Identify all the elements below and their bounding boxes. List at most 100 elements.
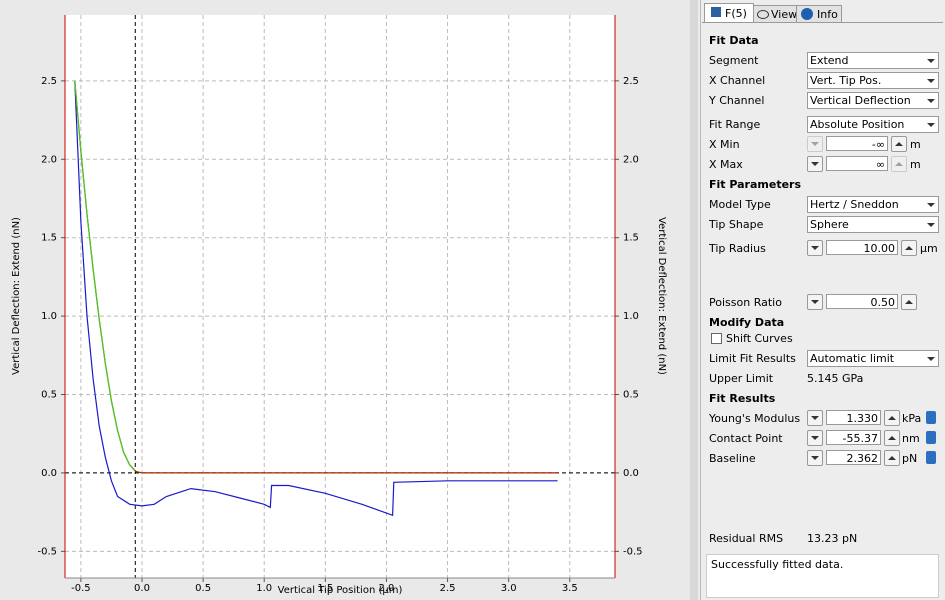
tab[interactable]: F(5) — [704, 3, 754, 23]
combo[interactable]: Vertical Deflection — [807, 92, 939, 109]
label: X Min — [709, 138, 740, 151]
combo[interactable]: Sphere — [807, 216, 939, 233]
chart: Vertical Tip Position (µm) Vertical Defl… — [11, 15, 667, 596]
field[interactable]: ∞ — [826, 156, 888, 171]
section-title: Fit Data — [709, 34, 759, 47]
field[interactable]: 1.330 — [826, 410, 881, 425]
y2-tick-label: 0.5 — [623, 390, 639, 401]
tab[interactable]: View — [753, 5, 797, 23]
tab-label: View — [771, 8, 798, 21]
status-text: Successfully fitted data. — [711, 558, 844, 571]
y-tick-label: 1.0 — [41, 311, 57, 322]
y2-tick-label: 1.5 — [623, 233, 639, 244]
spin-up[interactable] — [901, 294, 917, 310]
tab-border — [702, 22, 943, 23]
spin-up[interactable] — [884, 410, 900, 426]
spin-down[interactable] — [807, 136, 823, 152]
y-tick-label: 2.5 — [41, 76, 57, 87]
y-axis-title: Vertical Deflection: Extend (nN) — [11, 217, 22, 375]
label: Baseline — [709, 452, 756, 465]
x-tick-label: -0.5 — [71, 583, 91, 594]
tab-label: Info — [817, 8, 838, 21]
section-title: Modify Data — [709, 316, 785, 329]
label: Contact Point — [709, 432, 783, 445]
value: 5.145 GPa — [807, 372, 864, 385]
checkbox-label[interactable]: Shift Curves — [726, 332, 793, 345]
label: X Channel — [709, 74, 766, 87]
status-box: Successfully fitted data. — [706, 554, 939, 598]
section-title: Fit Parameters — [709, 178, 802, 191]
label: Limit Fit Results — [709, 352, 796, 365]
label: X Max — [709, 158, 743, 171]
label: Upper Limit — [709, 372, 774, 385]
y2-tick-label: 1.0 — [623, 311, 639, 322]
label: Y Channel — [709, 94, 765, 107]
label: Residual RMS — [709, 532, 784, 545]
label: Segment — [709, 54, 759, 67]
label: Poisson Ratio — [709, 296, 782, 309]
lock-icon[interactable] — [926, 431, 936, 444]
x-axis-title: Vertical Tip Position (µm) — [278, 585, 403, 596]
combo[interactable]: Automatic limit — [807, 350, 939, 367]
x-tick-label: 3.5 — [562, 583, 578, 594]
y-tick-label: 0.5 — [41, 390, 57, 401]
y2-tick-label: 2.0 — [623, 154, 639, 165]
unit: pN — [902, 452, 918, 465]
field[interactable]: -55.37 — [826, 430, 881, 445]
y-tick-label: 2.0 — [41, 154, 57, 165]
x-tick-label: 3.0 — [501, 583, 517, 594]
spin-up[interactable] — [884, 430, 900, 446]
label: Tip Shape — [709, 218, 764, 231]
x-tick-label: 2.5 — [440, 583, 456, 594]
combo[interactable]: Extend — [807, 52, 939, 69]
unit: kPa — [902, 412, 922, 425]
y2-tick-label: 2.5 — [623, 76, 639, 87]
tab[interactable]: Info — [796, 5, 842, 23]
label: Young's Modulus — [709, 412, 801, 425]
field[interactable]: -∞ — [826, 136, 888, 151]
y-tick-label: 1.5 — [41, 233, 57, 244]
spin-down[interactable] — [807, 410, 823, 426]
series-line — [74, 80, 136, 472]
y2-tick-label: -0.5 — [623, 546, 643, 557]
plot-area — [65, 15, 615, 578]
spin-down[interactable] — [807, 450, 823, 466]
lock-icon[interactable] — [926, 411, 936, 424]
spin-down[interactable] — [807, 294, 823, 310]
field[interactable]: 2.362 — [826, 450, 881, 465]
spin-down[interactable] — [807, 430, 823, 446]
section-title: Fit Results — [709, 392, 776, 405]
series-line — [74, 80, 558, 517]
combo[interactable]: Vert. Tip Pos. — [807, 72, 939, 89]
splitter[interactable] — [690, 0, 698, 600]
checkbox[interactable] — [711, 333, 722, 344]
y2-tick-label: 0.0 — [623, 468, 639, 479]
x-tick-label: 1.5 — [317, 583, 333, 594]
spin-up[interactable] — [901, 240, 917, 256]
spin-down[interactable] — [807, 240, 823, 256]
x-tick-label: 2.0 — [378, 583, 394, 594]
x-tick-label: 1.0 — [256, 583, 272, 594]
unit: nm — [902, 432, 920, 445]
combo[interactable]: Hertz / Sneddon — [807, 196, 939, 213]
lock-icon[interactable] — [926, 451, 936, 464]
y-tick-label: -0.5 — [37, 546, 57, 557]
x-tick-label: 0.0 — [134, 583, 150, 594]
y-tick-label: 0.0 — [41, 468, 57, 479]
spin-down[interactable] — [807, 156, 823, 172]
field[interactable]: 0.50 — [826, 294, 898, 309]
tab-label: F(5) — [725, 7, 747, 20]
unit: m — [910, 138, 921, 151]
label: Tip Radius — [709, 242, 766, 255]
spin-up[interactable] — [884, 450, 900, 466]
y2-axis-title: Vertical Deflection: Extend (nN) — [656, 217, 667, 375]
x-tick-label: 0.5 — [195, 583, 211, 594]
unit: µm — [920, 242, 938, 255]
combo[interactable]: Absolute Position — [807, 116, 939, 133]
field[interactable]: 10.00 — [826, 240, 898, 255]
spin-up[interactable] — [891, 156, 907, 172]
label: Fit Range — [709, 118, 761, 131]
unit: m — [910, 158, 921, 171]
spin-up[interactable] — [891, 136, 907, 152]
